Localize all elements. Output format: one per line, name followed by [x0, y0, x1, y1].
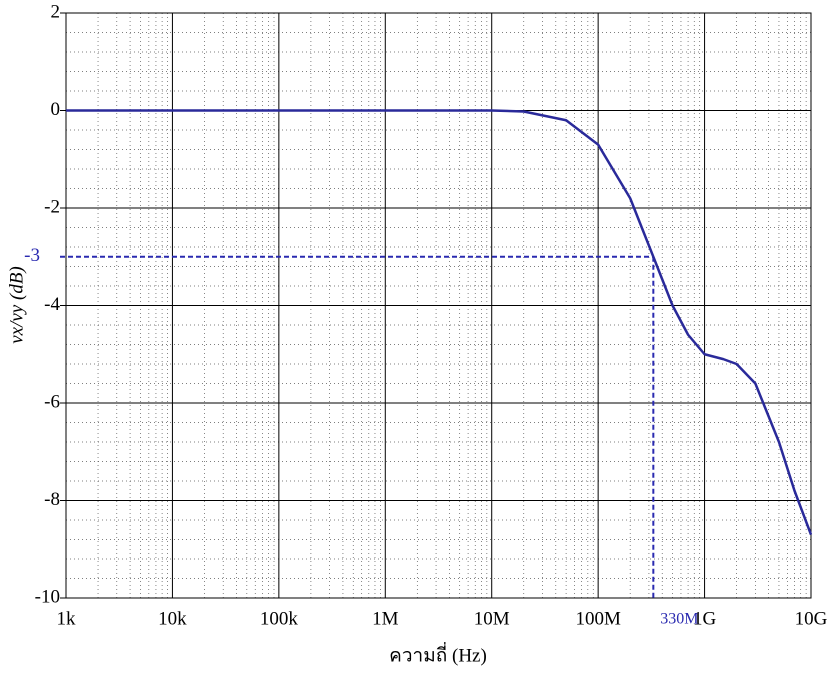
y-tick-label: -10	[35, 586, 60, 607]
x-tick-label: 10G	[795, 608, 828, 629]
x-tick-label: 100M	[575, 608, 621, 629]
y-tick-label: -8	[44, 489, 60, 510]
y-tick-label: 0	[51, 99, 61, 120]
y-axis-label: vx/vy (dB)	[6, 266, 27, 344]
x-tick-label: 10k	[158, 608, 187, 629]
x-tick-label: 1M	[372, 608, 399, 629]
y-tick-label: -6	[44, 391, 60, 412]
annotation-label: -3	[24, 245, 40, 266]
annotation-label: 330M	[660, 611, 698, 628]
x-tick-label: 100k	[260, 608, 299, 629]
x-axis-label: ความถี่ (Hz)	[389, 641, 487, 666]
y-tick-label: 2	[51, 1, 61, 22]
line-series	[66, 109, 813, 536]
y-tick-label: -4	[44, 294, 60, 315]
x-tick-label: 1G	[693, 608, 717, 629]
y-tick-label: -2	[44, 196, 60, 217]
x-tick-label: 1k	[57, 608, 77, 629]
x-tick-label: 10M	[474, 608, 510, 629]
